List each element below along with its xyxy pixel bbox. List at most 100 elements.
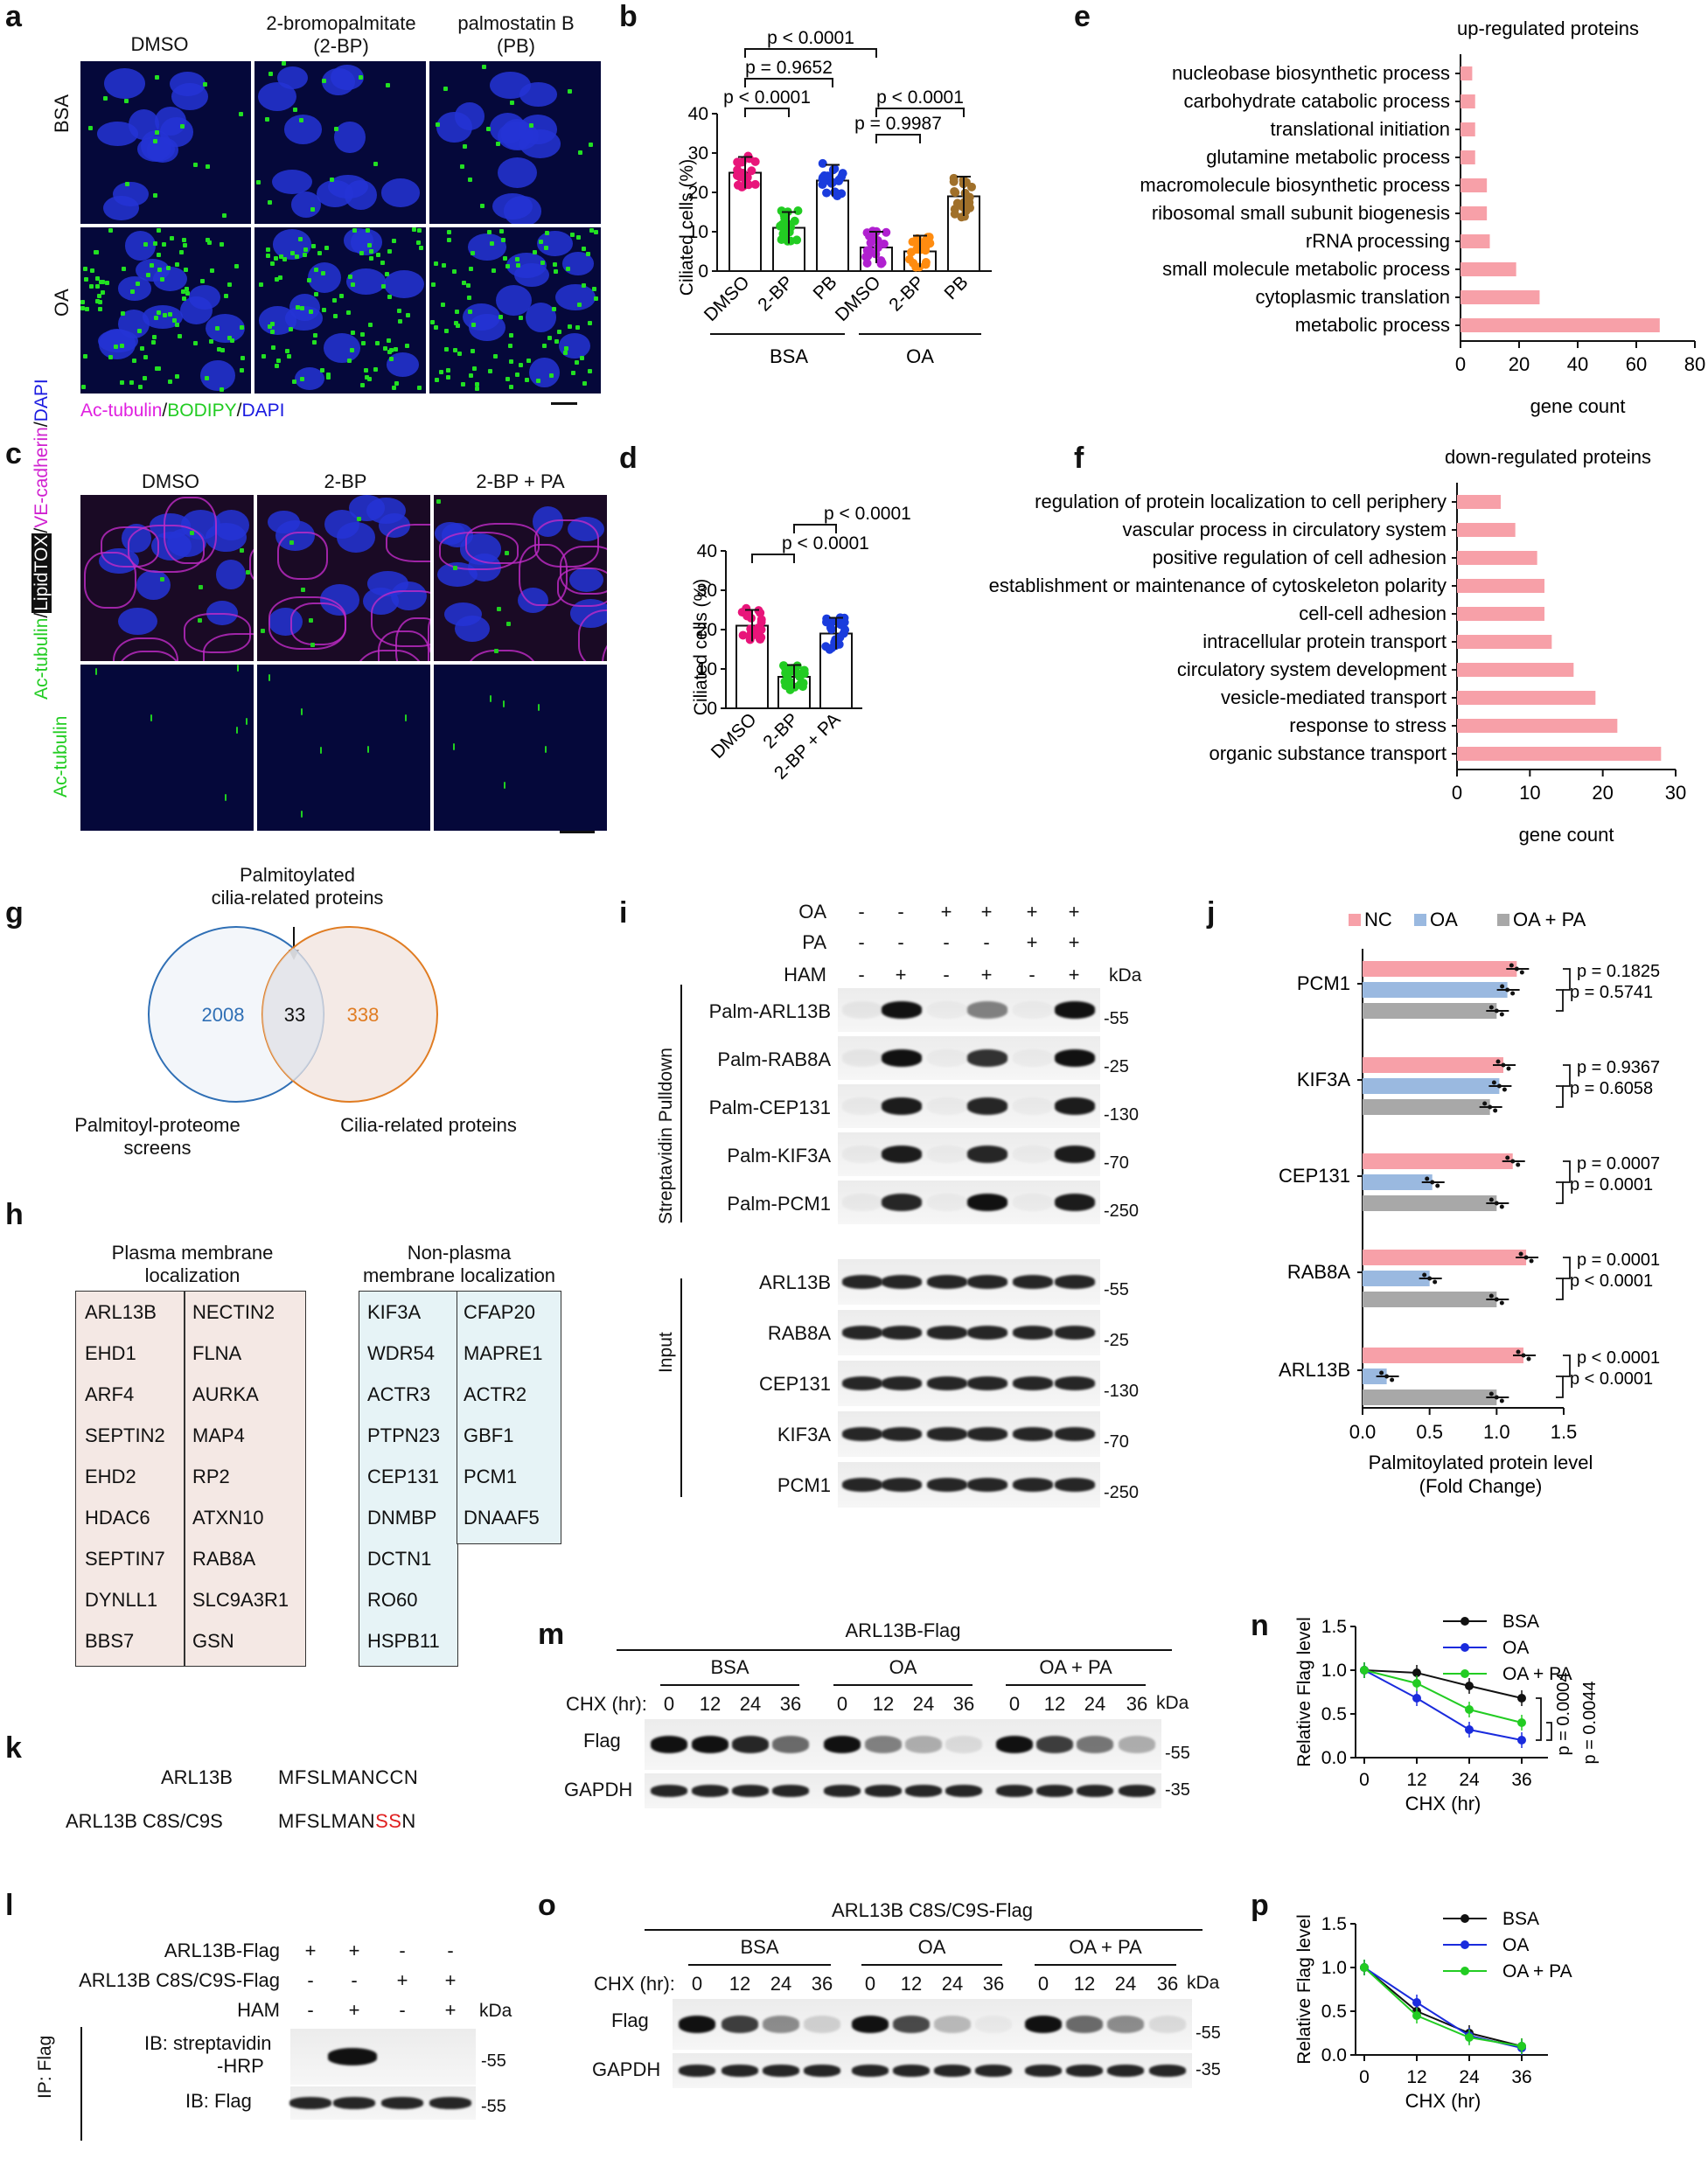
cadherin-outline bbox=[202, 632, 254, 661]
panel-a-row-oa: OA bbox=[51, 289, 73, 317]
bar bbox=[1363, 1389, 1497, 1405]
signal-dot bbox=[155, 75, 160, 80]
band bbox=[934, 2065, 971, 2077]
signal-dot bbox=[480, 204, 485, 209]
data-point bbox=[1488, 1104, 1493, 1110]
signal-dot bbox=[574, 359, 579, 365]
npm-protein: DNMBP bbox=[367, 1507, 437, 1529]
panel-j-letter: j bbox=[1207, 896, 1216, 930]
signal-dot bbox=[388, 356, 394, 361]
nucleus bbox=[216, 559, 247, 590]
signal-dot bbox=[267, 199, 272, 205]
signal-dot bbox=[591, 286, 596, 291]
signal-dot bbox=[129, 289, 135, 295]
band bbox=[1055, 1326, 1095, 1340]
data-point bbox=[1516, 1162, 1521, 1167]
x-tick-label: 36 bbox=[1511, 2067, 1531, 2087]
band bbox=[842, 1376, 882, 1390]
micrograph-c-ac-2bp bbox=[257, 665, 430, 831]
signal-dot bbox=[206, 238, 211, 243]
data-point bbox=[1412, 1998, 1421, 2007]
signal-dot bbox=[487, 230, 492, 235]
band bbox=[1055, 1194, 1095, 1211]
micrograph-c-ac-2bppa bbox=[434, 665, 607, 831]
band bbox=[967, 1376, 1007, 1390]
go-term-label: macromolecule biosynthetic process bbox=[1140, 174, 1450, 196]
signal-dot bbox=[570, 232, 575, 237]
band bbox=[1036, 1785, 1073, 1797]
cadherin-outline bbox=[268, 595, 346, 650]
group-label-oa: OA bbox=[906, 345, 934, 367]
signal-dot bbox=[557, 329, 562, 334]
nucleus bbox=[189, 284, 220, 310]
panel-a-col2-l2: (2-BP) bbox=[313, 35, 369, 57]
band bbox=[1013, 1376, 1053, 1390]
panel-a-col3-l1: palmostatin B bbox=[457, 12, 575, 34]
time-label: 0 bbox=[691, 1973, 703, 1995]
condition-sign: + bbox=[1068, 931, 1080, 953]
signal-dot bbox=[429, 320, 435, 325]
data-point bbox=[1360, 1963, 1369, 1972]
data-point bbox=[862, 258, 872, 268]
panel-h-pm-box bbox=[75, 1291, 306, 1667]
nucleus bbox=[380, 178, 421, 207]
band bbox=[1036, 1736, 1073, 1753]
input-label: Input bbox=[656, 1332, 676, 1373]
go-term-label: vesicle-mediated transport bbox=[1221, 686, 1447, 708]
nucleus bbox=[537, 230, 574, 256]
micrograph-bsa-dmso bbox=[80, 61, 251, 224]
data-point bbox=[1505, 1155, 1510, 1160]
band bbox=[927, 1001, 967, 1019]
signal-dot bbox=[491, 268, 496, 274]
bar bbox=[1363, 1195, 1497, 1211]
nucleus bbox=[154, 106, 186, 136]
panel-b-ylabel: Ciliated cells (%) bbox=[677, 159, 697, 296]
legend-swatch bbox=[1414, 914, 1426, 926]
protein-label: KIF3A bbox=[1297, 1069, 1350, 1090]
signal-dot bbox=[192, 341, 198, 346]
data-point bbox=[1501, 1062, 1506, 1068]
data-point bbox=[1493, 1108, 1498, 1113]
panel-a-col1: DMSO bbox=[130, 33, 189, 55]
data-point bbox=[826, 623, 835, 632]
signal-dot bbox=[447, 237, 452, 242]
pm-protein: SEPTIN7 bbox=[85, 1548, 165, 1570]
signal-dot bbox=[508, 385, 513, 390]
legend-slash: / bbox=[162, 400, 168, 421]
p-value-label: p = 0.0001 bbox=[1570, 1175, 1653, 1194]
chart-title: up-regulated proteins bbox=[1457, 17, 1639, 39]
go-bar bbox=[1457, 691, 1596, 705]
nucleus bbox=[562, 252, 594, 275]
data-point bbox=[1505, 987, 1510, 992]
signal-dot bbox=[351, 282, 356, 287]
blot-strip bbox=[838, 1462, 1100, 1508]
signal-dot bbox=[219, 242, 224, 247]
label-slash: / bbox=[31, 421, 52, 428]
x-tick-label: 0.5 bbox=[1416, 1421, 1443, 1443]
signal-dot bbox=[577, 150, 582, 156]
panel-f-letter: f bbox=[1074, 442, 1084, 475]
group-line bbox=[833, 1684, 973, 1686]
mw-marker: -35 bbox=[1196, 2060, 1221, 2079]
signal-dot bbox=[434, 325, 439, 331]
data-point bbox=[1499, 1012, 1504, 1017]
cadherin-outline bbox=[466, 650, 539, 661]
signal-dot bbox=[174, 374, 179, 380]
bar bbox=[1363, 982, 1508, 998]
mw-marker: -25 bbox=[1104, 1331, 1129, 1350]
condition-sign: + bbox=[444, 1969, 457, 1991]
signal-dot bbox=[289, 540, 295, 545]
signal-dot bbox=[234, 264, 239, 269]
signal-dot bbox=[137, 384, 143, 389]
y-axis-label: Relative Flag level bbox=[1294, 1914, 1314, 2065]
condition-sign: - bbox=[858, 901, 865, 923]
p-value-label: p = 0.0007 bbox=[1577, 1154, 1660, 1174]
data-point bbox=[1509, 963, 1514, 968]
bracket-oa-dmso-2bp bbox=[875, 134, 921, 143]
condition-sign: + bbox=[940, 901, 952, 923]
blot-strip bbox=[838, 1132, 1100, 1176]
nucleus bbox=[136, 570, 171, 601]
data-point bbox=[786, 236, 796, 246]
signal-dot bbox=[570, 370, 575, 375]
signal-dot bbox=[460, 382, 465, 387]
